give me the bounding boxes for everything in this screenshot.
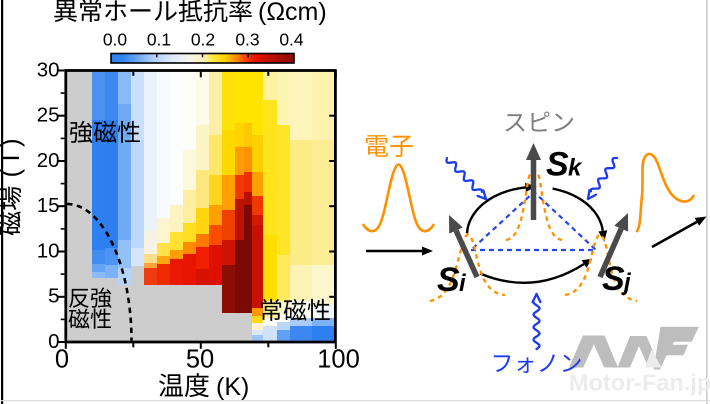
svg-text:30: 30 [37, 58, 60, 81]
svg-text:S: S [602, 260, 625, 298]
svg-text:(Ωcm): (Ωcm) [258, 0, 327, 26]
svg-text:0.1: 0.1 [147, 30, 171, 50]
svg-text:0.2: 0.2 [191, 30, 215, 50]
svg-text:0: 0 [48, 330, 59, 353]
svg-text:0: 0 [55, 345, 69, 373]
svg-text:0.0: 0.0 [103, 30, 128, 50]
svg-text:100: 100 [317, 345, 360, 373]
svg-text:k: k [568, 155, 583, 182]
svg-text:j: j [621, 269, 632, 296]
svg-text:20: 20 [37, 149, 60, 172]
svg-text:i: i [459, 270, 467, 297]
svg-text:5: 5 [48, 285, 59, 308]
svg-text:25: 25 [37, 104, 60, 127]
svg-text:0.4: 0.4 [279, 30, 304, 50]
svg-text:Motor-Fan.jp: Motor-Fan.jp [569, 370, 710, 396]
svg-text:10: 10 [37, 239, 60, 262]
svg-text:(T): (T) [0, 135, 25, 177]
svg-text:S: S [437, 261, 460, 299]
svg-text:0.3: 0.3 [235, 30, 259, 50]
svg-text:(K): (K) [216, 373, 249, 401]
svg-text:15: 15 [37, 194, 60, 217]
svg-text:S: S [546, 146, 569, 184]
svg-text:50: 50 [186, 345, 214, 373]
